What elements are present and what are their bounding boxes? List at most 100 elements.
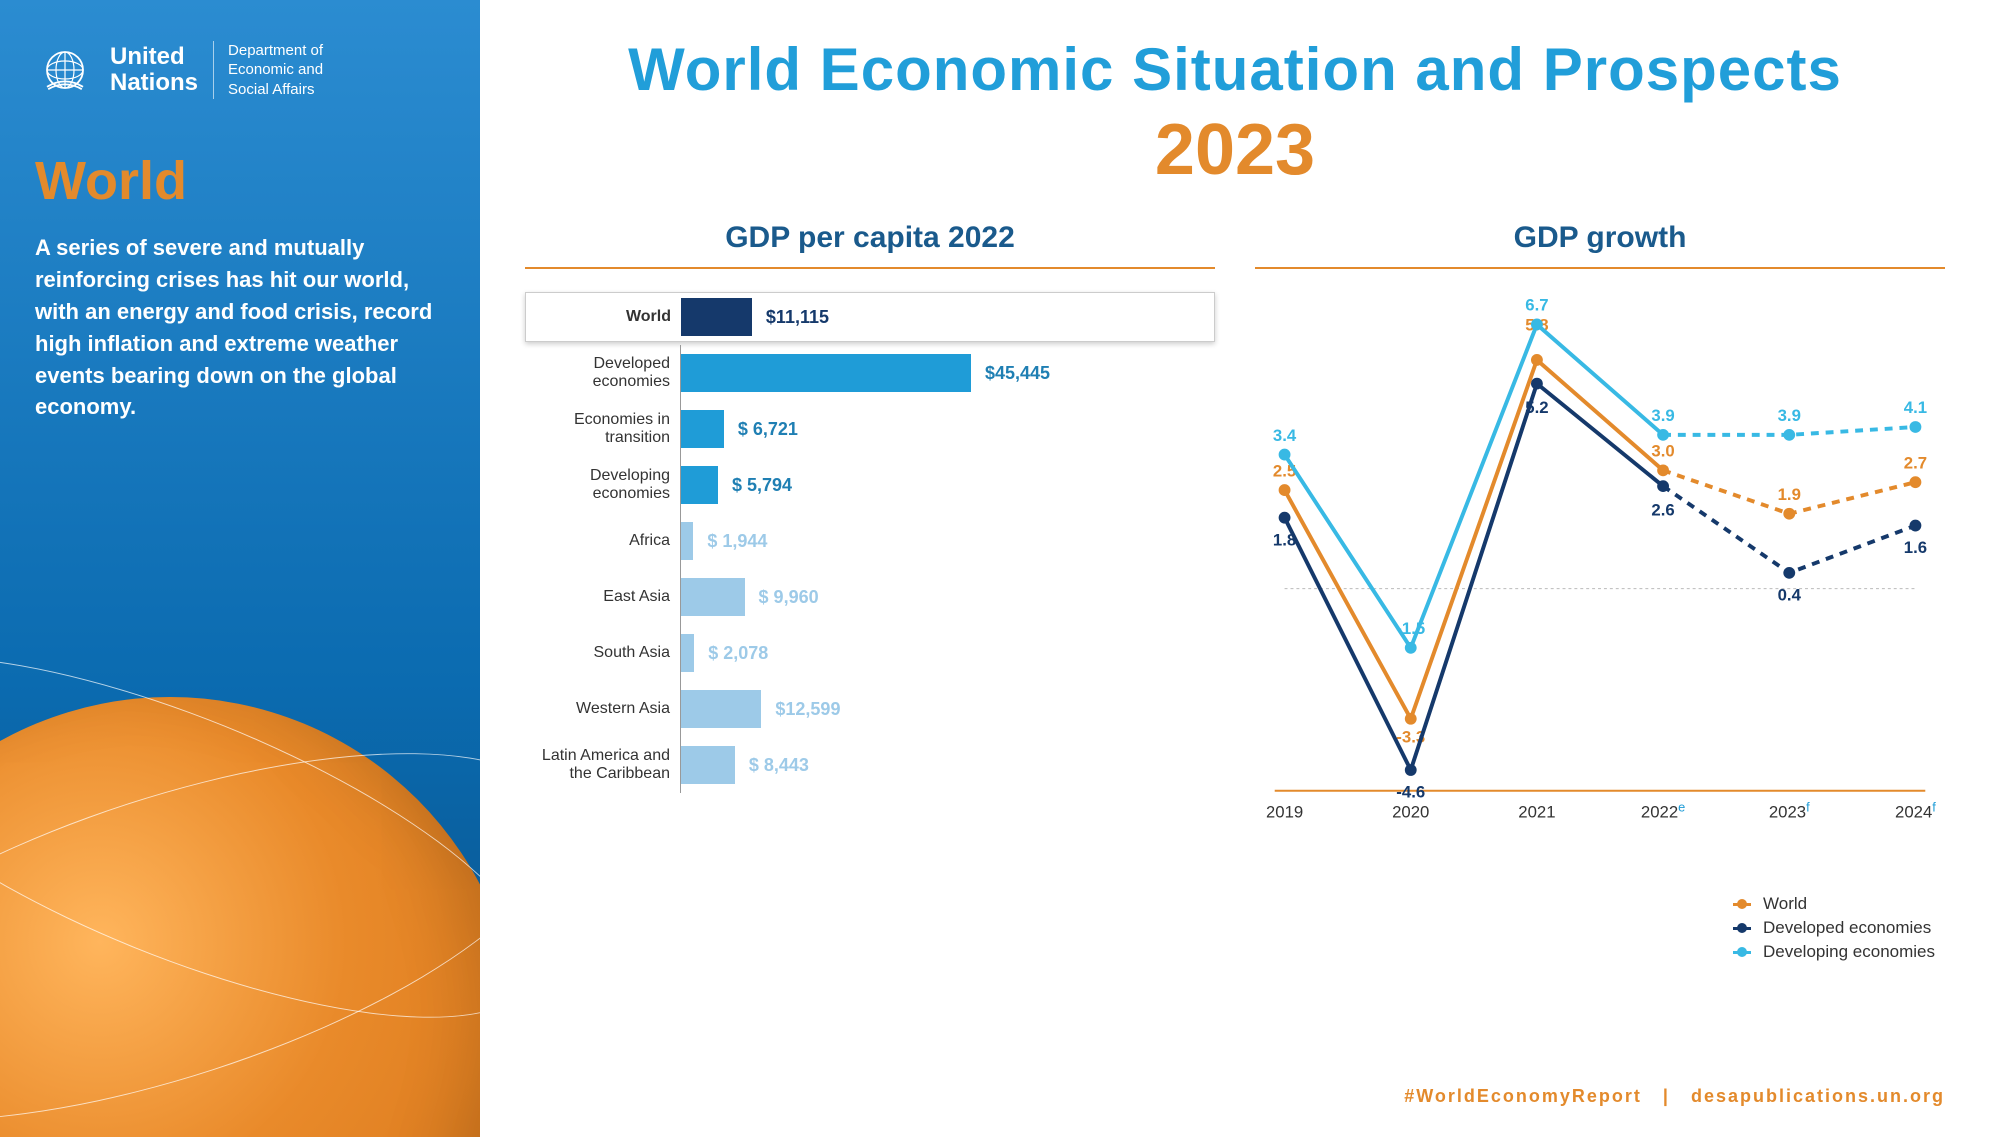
sidebar: United Nations Department of Economic an…	[0, 0, 480, 1137]
footer-hashtag: #WorldEconomyReport	[1404, 1086, 1642, 1106]
bar-row: Developed economies $45,445	[525, 345, 1215, 401]
x-axis-label: 2019	[1266, 802, 1303, 821]
bar-row: Africa $ 1,944	[525, 513, 1215, 569]
un-emblem-icon	[35, 40, 95, 100]
series-marker	[1783, 508, 1795, 520]
line-chart: GDP growth 2019202020212022e2023f2024f2.…	[1255, 221, 1945, 1076]
bar-rect	[681, 466, 718, 504]
bar-label: Developing economies	[525, 467, 680, 504]
series-marker	[1405, 764, 1417, 776]
series-marker	[1405, 642, 1417, 654]
bar-chart: GDP per capita 2022 World $11,115 Develo…	[525, 221, 1215, 1076]
series-value-label: 2.7	[1904, 453, 1927, 472]
bar-rect	[681, 522, 693, 560]
footer-separator: |	[1663, 1086, 1670, 1106]
legend-label: Developing economies	[1763, 942, 1935, 962]
series-marker	[1279, 512, 1291, 524]
series-value-label: -1.5	[1396, 619, 1425, 638]
bar-rect	[681, 578, 745, 616]
bar-value: $ 5,794	[732, 475, 792, 496]
bar-label: South Asia	[525, 644, 680, 662]
legend-row: Developing economies	[1733, 942, 1935, 962]
bar-value: $45,445	[985, 363, 1050, 384]
bar-rect	[681, 410, 724, 448]
bar-row: World $11,115	[525, 289, 1215, 345]
bar-row: Western Asia $12,599	[525, 681, 1215, 737]
series-marker	[1531, 319, 1543, 331]
bar-rect	[681, 690, 761, 728]
main-year: 2023	[525, 109, 1945, 191]
series-value-label: 2.6	[1651, 501, 1674, 520]
org-name-block: United Nations	[110, 44, 198, 97]
bar-row: Latin America and the Caribbean $ 8,443	[525, 737, 1215, 793]
bar-value: $ 6,721	[738, 419, 798, 440]
bar-row: East Asia $ 9,960	[525, 569, 1215, 625]
series-marker	[1910, 476, 1922, 488]
org-header: United Nations Department of Economic an…	[35, 40, 445, 100]
legend-row: Developed economies	[1733, 918, 1935, 938]
series-marker	[1657, 464, 1669, 476]
series-value-label: 3.9	[1778, 406, 1801, 425]
x-axis-label: 2020	[1392, 802, 1429, 821]
series-line	[1285, 384, 1664, 770]
bar-label: East Asia	[525, 588, 680, 606]
series-marker	[1657, 480, 1669, 492]
bar-label: Africa	[525, 532, 680, 550]
series-marker	[1531, 354, 1543, 366]
x-axis-label: 2021	[1518, 802, 1555, 821]
main: World Economic Situation and Prospects 2…	[480, 0, 2000, 1137]
line-chart-legend: World Developed economies Developing econo…	[1733, 894, 1935, 966]
bar-row: South Asia $ 2,078	[525, 625, 1215, 681]
x-axis-label: 2024f	[1895, 799, 1936, 821]
series-value-label: 5.2	[1525, 398, 1548, 417]
dept-line3: Social Affairs	[228, 80, 323, 100]
bar-rect	[681, 298, 752, 336]
bar-chart-title: GDP per capita 2022	[525, 221, 1215, 269]
line-chart-title: GDP growth	[1255, 221, 1945, 269]
series-marker	[1657, 429, 1669, 441]
bar-row: Developing economies $ 5,794	[525, 457, 1215, 513]
series-marker	[1910, 421, 1922, 433]
bar-value: $ 9,960	[759, 587, 819, 608]
line-chart-svg: 2019202020212022e2023f2024f2.5-3.35.83.0…	[1255, 289, 1945, 839]
dept-line2: Economic and	[228, 60, 323, 80]
series-marker	[1910, 520, 1922, 532]
legend-row: World	[1733, 894, 1935, 914]
bar-rect	[681, 354, 971, 392]
series-marker	[1279, 449, 1291, 461]
series-value-label: 3.0	[1651, 442, 1674, 461]
bar-label: Economies in transition	[525, 411, 680, 448]
bar-value: $ 8,443	[749, 755, 809, 776]
series-value-label: 1.9	[1778, 485, 1801, 504]
org-name-line1: United	[110, 44, 198, 70]
bar-label: Western Asia	[525, 700, 680, 718]
footer: #WorldEconomyReport | desapublications.u…	[525, 1086, 1945, 1107]
main-title: World Economic Situation and Prospects	[525, 35, 1945, 104]
bar-rect	[681, 634, 694, 672]
series-marker	[1405, 713, 1417, 725]
series-value-label: 6.7	[1525, 296, 1548, 315]
x-axis-label: 2022e	[1641, 799, 1685, 821]
footer-link: desapublications.un.org	[1691, 1086, 1945, 1106]
dept-line1: Department of	[228, 41, 323, 61]
series-marker	[1783, 429, 1795, 441]
bar-label: World	[526, 308, 681, 326]
bar-label: Latin America and the Caribbean	[525, 747, 680, 784]
sidebar-body: A series of severe and mutually reinforc…	[35, 232, 435, 423]
dept-block: Department of Economic and Social Affair…	[213, 41, 323, 100]
bar-value: $11,115	[766, 307, 829, 328]
series-value-label: 0.4	[1778, 585, 1802, 604]
series-value-label: 3.4	[1273, 426, 1297, 445]
series-marker	[1531, 378, 1543, 390]
series-marker	[1279, 484, 1291, 496]
bar-rect	[681, 746, 735, 784]
series-line	[1285, 324, 1664, 647]
bar-label: Developed economies	[525, 355, 680, 392]
legend-label: World	[1763, 894, 1807, 914]
charts-area: GDP per capita 2022 World $11,115 Develo…	[525, 221, 1945, 1076]
series-value-label: 3.9	[1651, 406, 1674, 425]
series-marker	[1783, 567, 1795, 579]
series-value-label: 1.6	[1904, 538, 1927, 557]
legend-label: Developed economies	[1763, 918, 1931, 938]
org-name-line2: Nations	[110, 70, 198, 96]
